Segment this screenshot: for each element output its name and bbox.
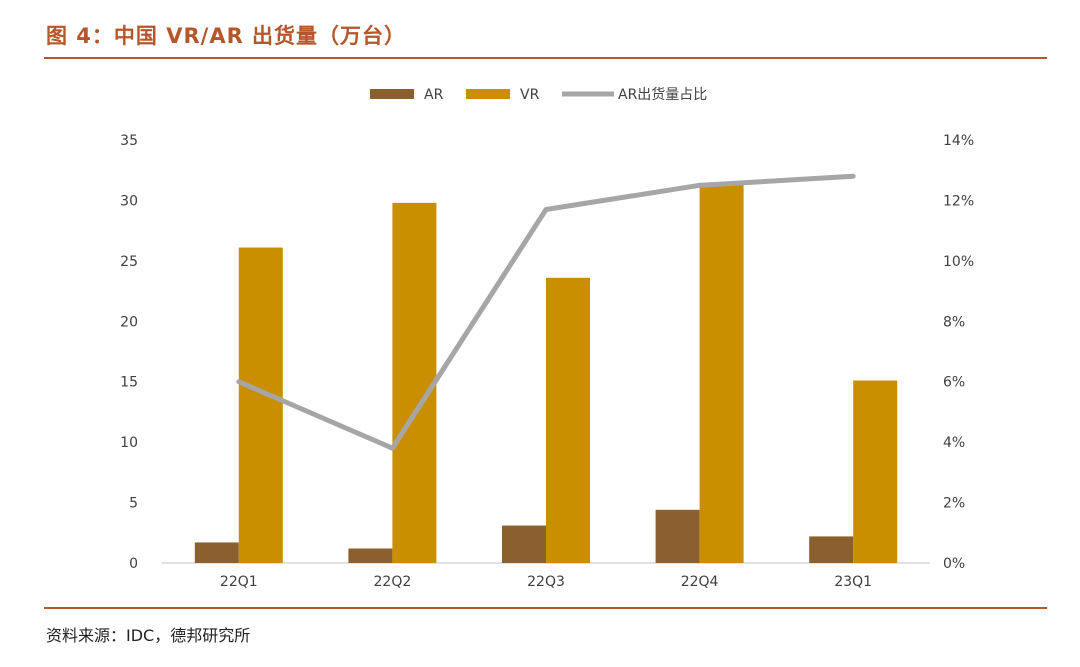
bar-ar bbox=[809, 536, 854, 563]
y-right-tick-label: 6% bbox=[943, 375, 965, 391]
y-left-tick-label: 5 bbox=[129, 496, 138, 512]
y-right-tick-label: 8% bbox=[943, 314, 965, 330]
y-left-tick-label: 35 bbox=[120, 133, 138, 149]
x-tick-label: 22Q1 bbox=[220, 574, 258, 590]
axes: 0 5 10 15 20 25 30 35 0% 2% 4% 6% 8% 10% 12% 14% 22Q1 22Q… bbox=[120, 133, 974, 590]
legend-label-ar: AR bbox=[424, 87, 444, 103]
y-left-tick-label: 30 bbox=[120, 193, 138, 209]
x-tick-label: 22Q4 bbox=[681, 574, 719, 590]
y-right-tick-label: 14% bbox=[943, 133, 974, 149]
bar-vr bbox=[238, 247, 283, 563]
legend-swatch-ar bbox=[370, 89, 414, 99]
legend-label-vr: VR bbox=[520, 87, 540, 103]
y-left-tick-label: 20 bbox=[120, 314, 138, 330]
legend-label-share: AR出货量占比 bbox=[618, 86, 707, 103]
bars bbox=[194, 184, 898, 564]
y-left-tick-label: 0 bbox=[129, 556, 138, 572]
y-right-tick-label: 0% bbox=[943, 556, 965, 572]
legend-swatch-vr bbox=[466, 89, 510, 99]
x-tick-label: 22Q3 bbox=[527, 574, 565, 590]
y-right-tick-label: 10% bbox=[943, 254, 974, 270]
bar-vr bbox=[699, 184, 744, 563]
footer-rule bbox=[44, 607, 1047, 609]
y-left-tick-label: 25 bbox=[120, 254, 138, 270]
x-tick-label: 23Q1 bbox=[834, 574, 872, 590]
bar-ar bbox=[655, 509, 700, 563]
bar-ar bbox=[348, 548, 393, 563]
bar-ar bbox=[194, 542, 239, 563]
bar-ar bbox=[502, 525, 546, 563]
y-right-tick-label: 4% bbox=[943, 435, 965, 451]
y-right-tick-label: 2% bbox=[943, 496, 965, 512]
bar-vr bbox=[546, 277, 590, 563]
figure-title: 图 4：中国 VR/AR 出货量（万台） bbox=[46, 24, 407, 48]
bar-vr bbox=[853, 380, 898, 563]
legend: AR VR AR出货量占比 bbox=[370, 86, 707, 103]
y-left-tick-label: 10 bbox=[120, 435, 138, 451]
bar-vr bbox=[392, 202, 437, 564]
source-note: 资料来源：IDC，德邦研究所 bbox=[46, 626, 251, 645]
y-left-tick-label: 15 bbox=[120, 375, 138, 391]
title-rule bbox=[44, 57, 1047, 59]
x-tick-label: 22Q2 bbox=[374, 574, 412, 590]
share-line-group bbox=[236, 173, 856, 451]
y-right-tick-label: 12% bbox=[943, 193, 974, 209]
